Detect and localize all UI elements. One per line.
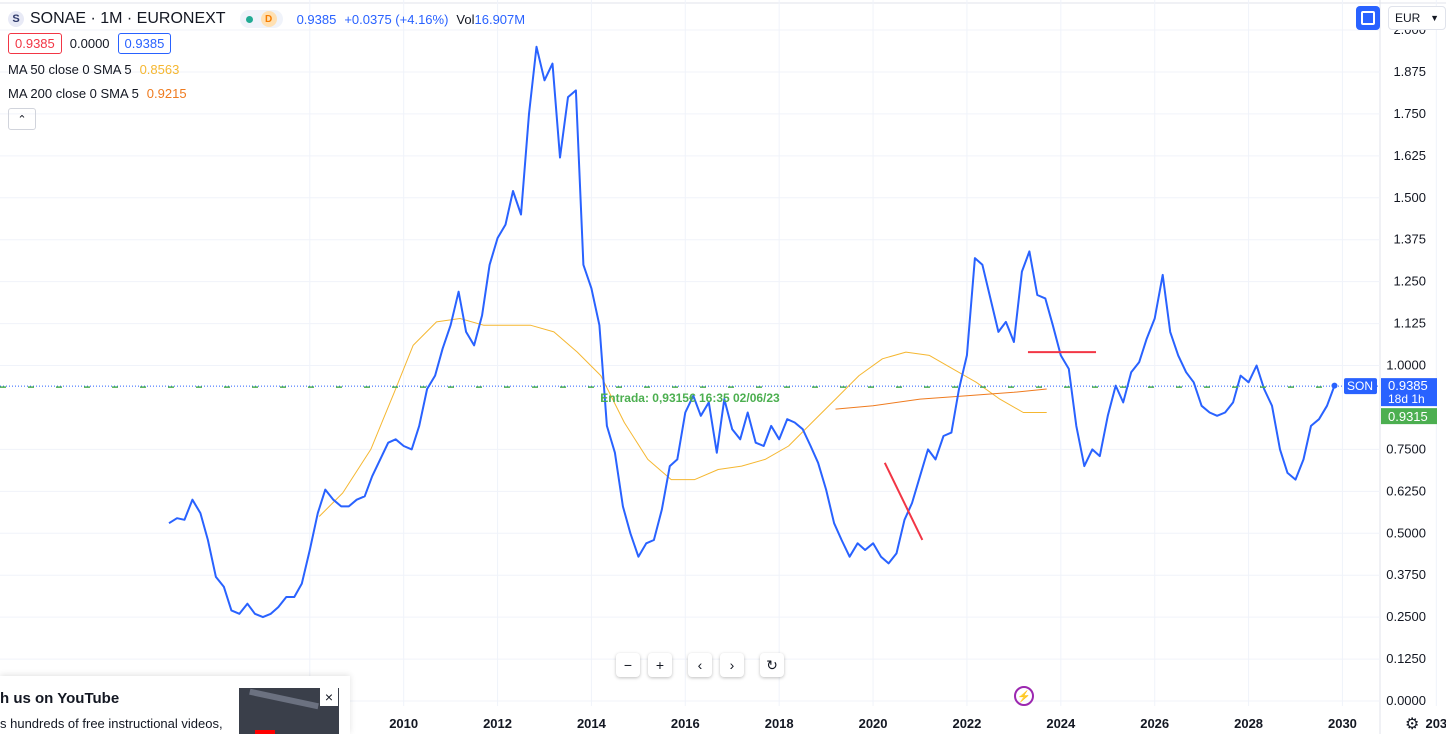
bid-ask-row: 0.9385 0.0000 0.9385 xyxy=(8,30,525,56)
lightning-icon[interactable]: ⚡ xyxy=(1014,686,1034,706)
x-axis[interactable]: 2008201020122014201620182020202220242026… xyxy=(295,716,1446,731)
currency-select[interactable]: EUR ▼ xyxy=(1388,6,1446,30)
symbol-tag-label: SON xyxy=(1347,379,1373,393)
chart-nav-bar: − + ‹ › ↻ xyxy=(616,653,792,677)
symbol-title[interactable]: SONAE · 1M · EURONEXT xyxy=(30,10,226,27)
countdown-label: 18d 1h xyxy=(1388,392,1425,406)
chevron-up-icon: ⌃ xyxy=(17,113,27,126)
entry-note-label: Entrada: 0,9315€ 16:35 02/06/23 xyxy=(600,391,780,405)
last-price-label: 0.9385 xyxy=(1388,378,1428,393)
zoom-in-button[interactable]: + xyxy=(648,653,672,677)
spread-value: 0.0000 xyxy=(69,35,110,51)
y-tick-label: 0.1250 xyxy=(1386,651,1426,666)
last-price-box xyxy=(1381,378,1437,407)
entry-price-label: 0.9315 xyxy=(1388,409,1428,424)
ma50-series-line[interactable] xyxy=(318,318,1047,517)
x-tick-label: 2022 xyxy=(952,716,981,731)
reset-icon: ↻ xyxy=(766,656,778,673)
scroll-left-icon: ‹ xyxy=(697,657,703,673)
market-status-pill[interactable]: D xyxy=(239,10,283,28)
y-axis[interactable]: 2.0001.8751.7501.6251.5001.3751.2501.125… xyxy=(1386,22,1426,708)
volume-label: Vol xyxy=(456,11,475,27)
market-open-dot xyxy=(245,15,253,23)
symbol-tag-box xyxy=(1344,378,1377,395)
y-tick-label: 1.375 xyxy=(1393,232,1426,247)
y-tick-label: 0.2500 xyxy=(1386,609,1426,624)
y-tick-label: 1.750 xyxy=(1393,106,1426,121)
collapse-legend-button[interactable]: ⌃ xyxy=(8,108,36,130)
reset-chart-button[interactable]: ↻ xyxy=(760,653,784,677)
symbol-row: S SONAE · 1M · EURONEXT D 0.9385 +0.0375… xyxy=(8,8,525,30)
youtube-promo-card[interactable]: h us on YouTube s hundreds of free instr… xyxy=(0,676,350,734)
settings-gear-icon[interactable]: ⚙ xyxy=(1405,716,1420,733)
indicator-value: 0.9215 xyxy=(146,85,187,101)
y-tick-label: 1.250 xyxy=(1393,274,1426,289)
x-tick-label: 2024 xyxy=(1046,716,1076,731)
y-tick-label: 0.3750 xyxy=(1386,567,1426,582)
volume-value: 16.907M xyxy=(474,11,526,27)
close-icon: × xyxy=(324,689,334,705)
indicator-label: MA 200 close 0 SMA 5 xyxy=(8,85,139,101)
top-right-controls: EUR ▼ xyxy=(1356,6,1446,30)
y-tick-label: 0.0000 xyxy=(1386,693,1426,708)
scroll-right-button[interactable]: › xyxy=(720,653,744,677)
drawings[interactable] xyxy=(883,351,1097,541)
indicator-label: MA 50 close 0 SMA 5 xyxy=(8,61,132,77)
zoom-out-button[interactable]: − xyxy=(616,653,640,677)
ma200-series-line[interactable] xyxy=(835,388,1047,410)
scroll-right-icon: › xyxy=(729,657,735,673)
currency-value: EUR xyxy=(1395,11,1421,25)
series-layer: Entrada: 0,9315€ 16:35 02/06/23 xyxy=(0,45,1380,619)
scroll-left-button[interactable]: ‹ xyxy=(688,653,712,677)
x-tick-label: 2016 xyxy=(671,716,700,731)
x-tick-label: 2010 xyxy=(389,716,418,731)
x-tick-label: 203 xyxy=(1425,716,1446,731)
zoom-in-icon: + xyxy=(655,657,665,673)
x-tick-label: 2026 xyxy=(1140,716,1169,731)
chevron-down-icon: ▼ xyxy=(1430,13,1439,23)
close-promo-button[interactable]: × xyxy=(320,688,338,706)
promo-title: h us on YouTube xyxy=(0,690,120,707)
symbol-logo[interactable]: S xyxy=(8,11,24,27)
decline-trendline[interactable] xyxy=(883,462,924,541)
legend: S SONAE · 1M · EURONEXT D 0.9385 +0.0375… xyxy=(8,8,525,130)
y-tick-label: 1.625 xyxy=(1393,148,1426,163)
x-tick-label: 2014 xyxy=(577,716,607,731)
price-change: +0.0375 (+4.16%) xyxy=(344,11,449,27)
y-tick-label: 0.5000 xyxy=(1386,525,1426,540)
last-price-dot xyxy=(1331,382,1338,389)
ask-box[interactable]: 0.9385 xyxy=(117,32,172,54)
y-tick-label: 0.7500 xyxy=(1386,441,1426,456)
y-tick-label: 1.875 xyxy=(1393,64,1426,79)
y-tick-label: 1.125 xyxy=(1393,316,1426,331)
grid xyxy=(0,0,1437,706)
x-tick-label: 2012 xyxy=(483,716,512,731)
youtube-logo-icon xyxy=(255,730,275,734)
delay-badge: D xyxy=(260,11,277,27)
x-tick-label: 2020 xyxy=(859,716,888,731)
indicator-ma50[interactable]: MA 50 close 0 SMA 5 0.8563 xyxy=(8,58,525,80)
promo-text: s hundreds of free instructional videos, xyxy=(0,716,223,731)
x-tick-label: 2028 xyxy=(1234,716,1263,731)
indicator-value: 0.8563 xyxy=(139,61,180,77)
price-series-line[interactable] xyxy=(168,45,1336,619)
indicator-ma200[interactable]: MA 200 close 0 SMA 5 0.9215 xyxy=(8,82,525,104)
maximize-icon xyxy=(1361,11,1375,25)
y-tick-label: 1.0000 xyxy=(1386,358,1426,373)
x-tick-label: 2030 xyxy=(1328,716,1357,731)
zoom-out-icon: − xyxy=(623,657,633,673)
y-tick-label: 1.500 xyxy=(1393,190,1426,205)
x-tick-label: 2018 xyxy=(765,716,794,731)
last-price: 0.9385 xyxy=(296,11,337,27)
entry-price-box xyxy=(1381,408,1437,425)
y-tick-label: 0.6250 xyxy=(1386,483,1426,498)
bid-box[interactable]: 0.9385 xyxy=(8,32,62,54)
maximize-button[interactable] xyxy=(1356,6,1380,30)
